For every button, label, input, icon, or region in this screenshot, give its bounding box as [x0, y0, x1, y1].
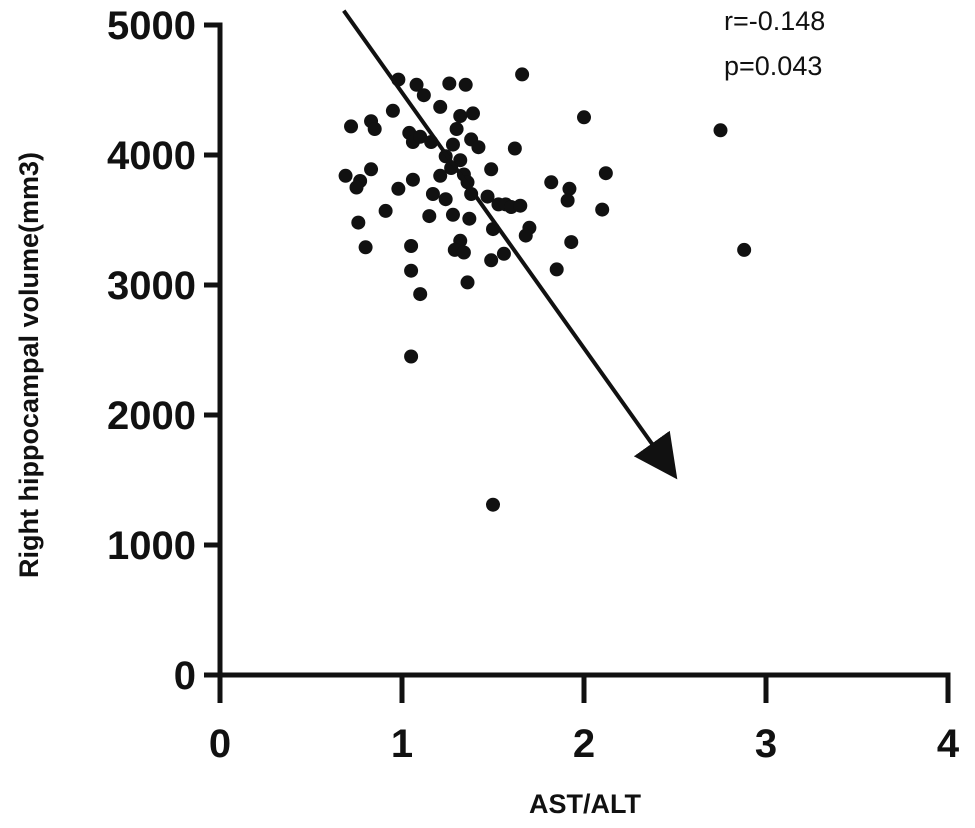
scatter-point: [465, 106, 480, 121]
scatter-point: [364, 162, 379, 177]
scatter-point: [422, 209, 437, 224]
correlation-p-label: p=0.043: [724, 51, 822, 81]
scatter-point: [404, 239, 419, 253]
y-tick-label: 1000: [107, 524, 196, 568]
x-axis-title: AST/ALT: [529, 789, 641, 819]
x-tick-label: 1: [391, 722, 413, 766]
scatter-point: [438, 192, 453, 207]
scatter-point: [560, 193, 575, 208]
scatter-point: [425, 187, 440, 201]
scatter-point: [391, 181, 406, 196]
scatter-point: [549, 262, 564, 277]
x-tick-label: 0: [209, 722, 231, 766]
scatter-point: [460, 275, 475, 290]
scatter-point: [445, 137, 460, 152]
scatter-point: [433, 99, 448, 114]
scatter-point: [598, 166, 613, 181]
scatter-point: [453, 109, 468, 123]
scatter-point: [433, 168, 448, 183]
scatter-point: [484, 253, 499, 268]
scatter-point: [367, 122, 382, 136]
scatter-point: [456, 245, 471, 260]
scatter-point: [378, 203, 393, 218]
y-axis-ticks: 0 1000 2000 3000 4000 5000: [107, 4, 220, 698]
scatter-point: [413, 129, 428, 144]
scatter-point: [515, 67, 530, 82]
scatter-point: [486, 497, 500, 512]
scatter-point: [595, 202, 610, 217]
x-tick-label: 2: [573, 722, 595, 766]
scatter-point: [413, 287, 428, 302]
data-points: [338, 67, 752, 512]
y-tick-label: 3000: [107, 264, 196, 308]
scatter-point: [445, 207, 460, 222]
scatter-point: [416, 88, 431, 103]
scatter-point: [577, 110, 591, 125]
scatter-point: [562, 181, 577, 196]
y-tick-label: 4000: [107, 134, 196, 178]
scatter-point: [480, 189, 495, 204]
scatter-point: [471, 140, 486, 155]
scatter-point: [458, 77, 473, 92]
scatter-point: [496, 246, 511, 261]
scatter-point: [462, 211, 477, 226]
scatter-point: [358, 240, 373, 255]
scatter-point: [405, 172, 420, 187]
scatter-point: [349, 180, 364, 195]
correlation-r-label: r=-0.148: [724, 6, 825, 36]
scatter-point: [409, 77, 424, 92]
y-tick-label: 2000: [107, 394, 196, 438]
scatter-point: [404, 263, 419, 278]
y-tick-label: 5000: [107, 4, 196, 48]
scatter-point: [453, 153, 468, 168]
scatter-point: [404, 349, 419, 364]
x-tick-label: 4: [937, 722, 960, 766]
x-tick-label: 3: [755, 722, 777, 766]
scatter-point: [507, 141, 522, 156]
scatter-point: [544, 175, 559, 190]
x-axis: 0 1 2 3 4: [209, 672, 960, 766]
x-axis-ticks: 0 1 2 3 4: [209, 675, 960, 766]
y-axis-title: Right hippocampal volume(mm3): [14, 152, 44, 578]
scatter-point: [385, 103, 400, 118]
scatter-point: [737, 242, 752, 257]
scatter-point: [484, 162, 499, 177]
scatter-point: [518, 228, 533, 243]
scatter-point: [351, 215, 366, 230]
scatter-point: [513, 198, 528, 213]
scatter-point: [449, 122, 464, 136]
trend-arrow: [342, 9, 678, 480]
scatter-point: [442, 76, 457, 91]
y-axis: 0 1000 2000 3000 4000 5000: [107, 4, 223, 698]
scatter-point: [344, 119, 359, 134]
scatter-point: [338, 168, 353, 183]
y-tick-label: 0: [174, 654, 196, 698]
scatter-point: [713, 123, 728, 138]
scatter-point: [564, 235, 579, 250]
